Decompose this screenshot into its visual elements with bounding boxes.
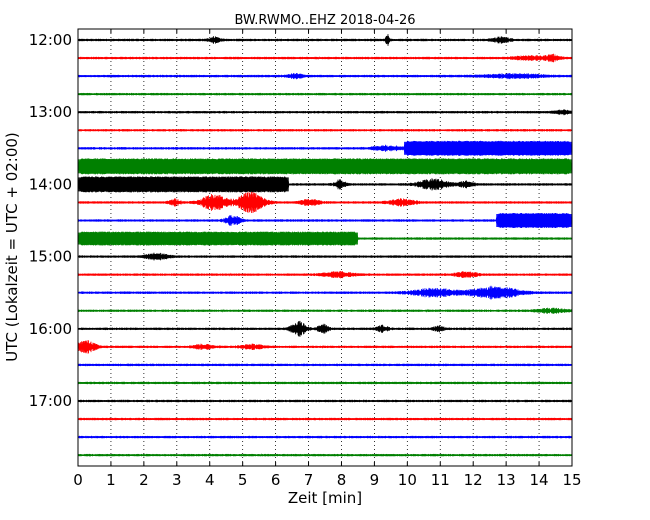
x-axis-label: Zeit [min] xyxy=(288,489,362,507)
seismic-trace xyxy=(77,363,573,367)
x-tick-label: 5 xyxy=(238,471,248,489)
seismic-trace xyxy=(77,140,573,156)
chart-title: BW.RWMO..EHZ 2018-04-26 xyxy=(234,13,415,28)
x-tick-label: 3 xyxy=(172,471,182,489)
y-tick-label: 16:00 xyxy=(29,320,72,338)
seismic-trace xyxy=(77,231,573,246)
y-tick-label: 15:00 xyxy=(29,248,72,266)
trace-event-band xyxy=(78,159,572,174)
trace-event-band xyxy=(404,141,572,155)
x-tick-label: 12 xyxy=(464,471,483,489)
x-tick-label: 15 xyxy=(562,471,581,489)
seismic-trace xyxy=(77,320,573,337)
trace-event-band xyxy=(78,232,358,245)
seismic-trace xyxy=(77,92,573,96)
y-axis-label: UTC (Lokalzeit = UTC + 02:00) xyxy=(3,132,21,362)
seismic-trace xyxy=(77,380,573,385)
x-tick-label: 9 xyxy=(370,471,380,489)
x-tick-label: 14 xyxy=(530,471,549,489)
y-tick-label: 17:00 xyxy=(29,392,72,410)
grid-lines xyxy=(110,29,540,466)
x-tick-label: 13 xyxy=(497,471,516,489)
seismic-trace xyxy=(77,53,573,63)
seismic-trace xyxy=(77,285,573,300)
x-tick-label: 8 xyxy=(337,471,347,489)
x-tick-label: 4 xyxy=(205,471,215,489)
trace-event-band xyxy=(78,177,289,192)
y-tick-label: 13:00 xyxy=(29,103,72,121)
seismic-trace xyxy=(77,109,573,116)
x-tick-label: 11 xyxy=(431,471,450,489)
trace-group xyxy=(77,34,573,458)
seismic-trace xyxy=(77,435,573,439)
seismic-trace xyxy=(77,128,573,132)
seismic-trace xyxy=(77,34,573,46)
y-tick-label: 12:00 xyxy=(29,31,72,49)
y-axis-ticks: 12:00 13:00 14:00 15:00 16:00 17:00 xyxy=(29,31,572,410)
trace-event-band xyxy=(496,214,572,227)
seismic-trace xyxy=(77,72,573,80)
seismic-trace xyxy=(77,417,573,421)
x-tick-label: 6 xyxy=(271,471,281,489)
x-tick-label: 7 xyxy=(304,471,314,489)
seismic-trace xyxy=(77,158,573,175)
seismic-trace xyxy=(77,270,573,279)
seismic-trace xyxy=(77,340,573,354)
seismic-trace xyxy=(77,252,573,261)
seismic-trace xyxy=(77,399,573,403)
x-axis-ticks: 0 1 2 3 4 5 6 7 8 9 10 11 12 13 14 15 xyxy=(73,29,582,489)
seismic-trace xyxy=(77,212,573,229)
x-tick-label: 0 xyxy=(73,471,83,489)
seismic-trace xyxy=(77,176,573,193)
plot-frame xyxy=(77,28,573,467)
x-tick-label: 1 xyxy=(106,471,116,489)
seismic-trace xyxy=(77,453,573,458)
y-tick-label: 14:00 xyxy=(29,175,72,193)
x-tick-label: 2 xyxy=(139,471,149,489)
seismic-trace xyxy=(77,191,573,214)
x-tick-label: 10 xyxy=(398,471,417,489)
seismic-trace xyxy=(77,307,573,314)
